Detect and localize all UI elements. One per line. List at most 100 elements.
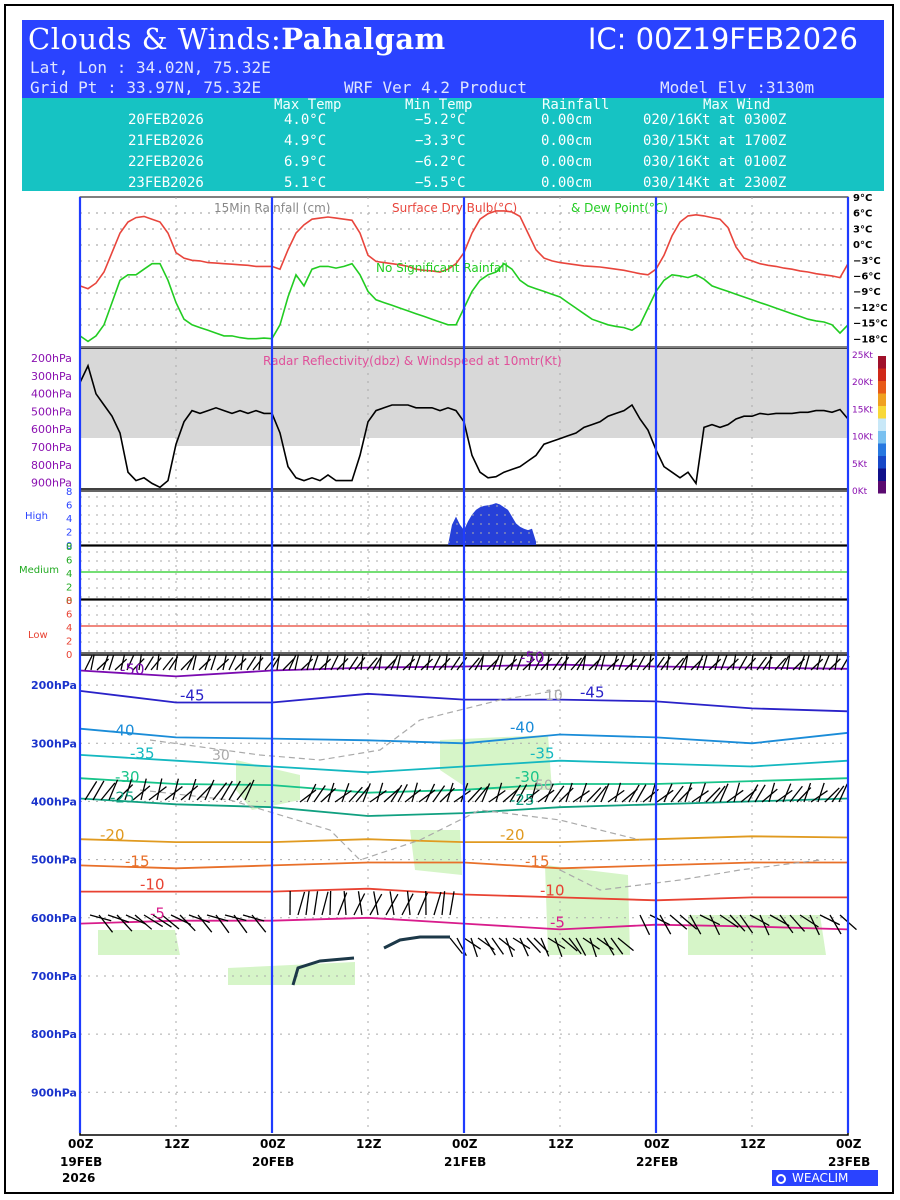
wind-barb xyxy=(702,654,708,671)
wind-barb xyxy=(197,914,213,933)
radar-right-ytick: 0Kt xyxy=(852,487,868,497)
wind-barb xyxy=(733,782,741,803)
time-xtick: 12Z xyxy=(740,1137,766,1151)
time-xtick: 12Z xyxy=(164,1137,190,1151)
wind-barb xyxy=(362,783,371,803)
wind-barb xyxy=(649,782,657,803)
time-xtick: 12Z xyxy=(548,1137,574,1151)
wind-barb xyxy=(418,789,436,803)
wind-barb xyxy=(212,782,228,801)
wind-barb xyxy=(433,891,442,916)
column-header: Rainfall xyxy=(542,97,610,113)
pressure-ytick: 600hPa xyxy=(31,912,77,925)
wind-barb xyxy=(210,654,217,671)
isotherm-label: -50 xyxy=(520,649,545,667)
isotherm-label: -15 xyxy=(525,852,550,870)
wind-barb xyxy=(810,658,824,671)
wind-barb xyxy=(441,891,446,916)
radar-right-ytick: 25Kt xyxy=(852,351,873,361)
wind-barb xyxy=(561,937,578,952)
isotach-contour xyxy=(139,789,641,861)
wind-barb xyxy=(798,654,806,671)
wind-barb xyxy=(822,654,830,671)
location-name: Pahalgam xyxy=(281,22,446,56)
colorbar-cell xyxy=(878,443,886,456)
wind-barb xyxy=(756,656,768,671)
wind-barb xyxy=(84,655,93,671)
wind-barb xyxy=(829,914,842,935)
time-xtick-date: 20FEB xyxy=(252,1155,294,1169)
wind-barb xyxy=(786,654,791,671)
wind-barb xyxy=(474,655,484,671)
wind-barb xyxy=(360,654,364,671)
surface-ytick: 3°C xyxy=(853,224,872,235)
wind-barb xyxy=(484,937,496,956)
time-xtick: 00Z xyxy=(452,1137,478,1151)
wind-barb xyxy=(402,658,416,671)
wind-barb xyxy=(551,785,565,803)
wind-barb xyxy=(579,782,588,803)
wind-barb xyxy=(132,658,145,671)
wind-barb xyxy=(390,655,399,671)
wind-barb xyxy=(148,786,167,801)
surface-ytick: 0°C xyxy=(853,240,872,251)
wind-barb xyxy=(246,656,257,671)
jet-axis-line xyxy=(383,935,450,950)
lat-lon: Lat, Lon : 34.02N, 75.32E xyxy=(30,58,271,77)
wind-barb xyxy=(401,893,414,916)
wind-barb xyxy=(264,657,276,671)
wind-barb xyxy=(594,654,602,671)
wind-barb xyxy=(720,654,728,671)
wind-barb xyxy=(523,788,541,803)
wind-barb xyxy=(321,891,329,916)
time-xtick: 12Z xyxy=(356,1137,382,1151)
time-xtick: 00Z xyxy=(68,1137,94,1151)
wind-barb xyxy=(450,656,461,671)
pressure-ytick: 200hPa xyxy=(31,679,77,692)
isotherm-label: -40 xyxy=(110,721,135,739)
wind-barb xyxy=(831,785,845,803)
cloud-ytick: 6 xyxy=(66,501,72,512)
wind-barb xyxy=(635,784,647,803)
wind-barb xyxy=(156,654,160,671)
wind-barb xyxy=(719,914,739,928)
wind-barb xyxy=(696,654,704,671)
colorbar-cell xyxy=(878,368,886,381)
radar-right-ytick: 20Kt xyxy=(852,378,873,388)
wind-barb xyxy=(600,783,610,803)
wind-barb xyxy=(164,786,183,801)
wind-barb xyxy=(519,937,529,957)
wind-barb xyxy=(330,655,339,671)
wind-barb xyxy=(779,914,794,934)
wind-barb xyxy=(600,654,606,671)
isotherm-label: -10 xyxy=(540,881,565,899)
surface-ytick: −18°C xyxy=(853,334,888,345)
wind-barb xyxy=(546,654,550,671)
wind-barb xyxy=(750,654,754,671)
wind-barb xyxy=(233,914,248,934)
wind-barb xyxy=(124,778,133,801)
wind-barb xyxy=(618,654,626,671)
wind-barb xyxy=(698,782,706,803)
cloud-ytick: 8 xyxy=(66,542,72,553)
wind-speed-shade xyxy=(545,865,630,955)
cloud-ytick: 4 xyxy=(66,623,72,634)
colorbar-cell xyxy=(878,456,886,469)
isotherm-label: -50 xyxy=(120,660,145,678)
cloud-level-label-medium: Medium xyxy=(19,565,59,576)
legend-dew-point: & Dew Point(°C) xyxy=(571,201,668,215)
wind-barb xyxy=(708,658,722,671)
wind-barb xyxy=(575,937,587,956)
wind-barb xyxy=(102,654,109,671)
wind-barb xyxy=(699,914,721,926)
wind-barb xyxy=(144,656,154,671)
isotherm-label: -30 xyxy=(115,768,140,786)
colorbar-cell xyxy=(878,431,886,444)
wind-barb xyxy=(138,654,143,671)
wind-barb xyxy=(140,778,147,801)
wind-barb xyxy=(196,783,213,801)
wind-barb xyxy=(126,655,135,671)
isotach-contour xyxy=(149,689,561,761)
legend-dry-bulb: Surface Dry Bulb(°C) xyxy=(392,201,517,215)
wind-barb xyxy=(603,937,615,956)
